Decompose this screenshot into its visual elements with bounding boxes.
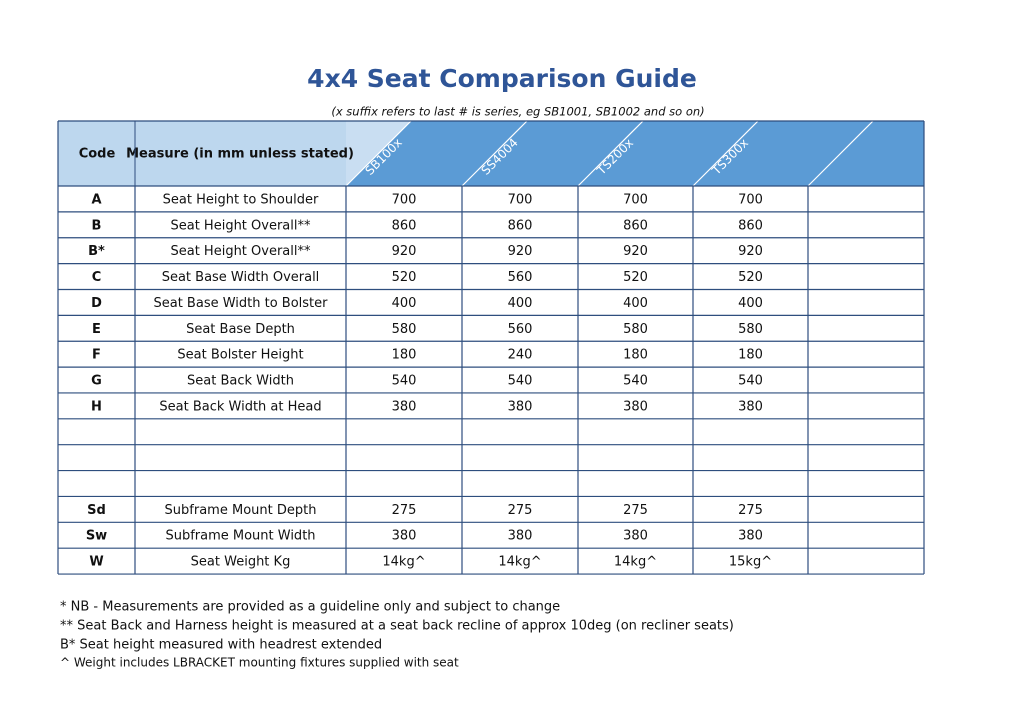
cell: 520 — [738, 270, 763, 285]
cell: 14kg^ — [382, 555, 425, 570]
row-code: B — [92, 218, 102, 233]
row-code: Sd — [87, 503, 106, 518]
row-code: C — [92, 270, 102, 285]
cell: 920 — [508, 244, 533, 259]
cell: 380 — [738, 399, 763, 414]
row-code: A — [91, 192, 101, 207]
cell: Seat Back Width — [187, 374, 294, 389]
cell: Subframe Mount Width — [165, 529, 315, 544]
row-code: Sw — [86, 529, 107, 544]
cell: Seat Base Width to Bolster — [153, 296, 328, 311]
header-diagonal — [345, 120, 412, 187]
cell: Seat Base Depth — [186, 322, 295, 337]
header-bg — [58, 121, 346, 186]
cell: 920 — [392, 244, 417, 259]
cell: 380 — [508, 529, 533, 544]
row-code: F — [92, 348, 101, 363]
title: 4x4 Seat Comparison Guide — [307, 64, 697, 93]
cell: 700 — [508, 192, 533, 207]
table — [58, 121, 924, 186]
row-code: D — [91, 296, 102, 311]
cell: 700 — [738, 192, 763, 207]
cell: 520 — [623, 270, 648, 285]
header-diagonal — [807, 120, 874, 187]
cell: 180 — [738, 348, 763, 363]
cell: 520 — [392, 270, 417, 285]
column-header: Code — [79, 147, 116, 162]
row-code: W — [89, 555, 103, 570]
cell: 380 — [392, 399, 417, 414]
cell: 580 — [623, 322, 648, 337]
cell: 400 — [623, 296, 648, 311]
row-code: G — [91, 374, 102, 389]
header-diagonal — [461, 120, 528, 187]
cell: 560 — [508, 270, 533, 285]
cell: Seat Weight Kg — [191, 555, 291, 570]
cell: 860 — [392, 218, 417, 233]
cell: 920 — [623, 244, 648, 259]
cell: Seat Height Overall** — [170, 218, 311, 233]
footnote: B* Seat height measured with headrest ex… — [60, 638, 382, 653]
cell: 400 — [392, 296, 417, 311]
cell: Subframe Mount Depth — [165, 503, 317, 518]
cell: 275 — [623, 503, 648, 518]
cell: 560 — [508, 322, 533, 337]
cell: Seat Height to Shoulder — [163, 192, 319, 207]
cell: 860 — [623, 218, 648, 233]
cell: 400 — [738, 296, 763, 311]
cell: Seat Base Width Overall — [162, 270, 320, 285]
footnote: * NB - Measurements are provided as a gu… — [60, 600, 560, 615]
cell: Seat Height Overall** — [170, 244, 311, 259]
cell: 275 — [508, 503, 533, 518]
cell: 180 — [623, 348, 648, 363]
footnote: ^ Weight includes LBRACKET mounting fixt… — [60, 656, 459, 670]
column-header: Measure (in mm unless stated) — [126, 147, 354, 162]
cell: 580 — [738, 322, 763, 337]
cell: 275 — [738, 503, 763, 518]
cell: 14kg^ — [614, 555, 657, 570]
header-diagonal — [692, 120, 759, 187]
subtitle: (x suffix refers to last # is series, eg… — [331, 105, 704, 119]
cell: 380 — [738, 529, 763, 544]
cell: 380 — [623, 399, 648, 414]
cell: Seat Bolster Height — [177, 348, 303, 363]
cell: 540 — [623, 374, 648, 389]
cell: 380 — [392, 529, 417, 544]
cell: 540 — [508, 374, 533, 389]
cell: 860 — [738, 218, 763, 233]
cell: 380 — [508, 399, 533, 414]
cell: 580 — [392, 322, 417, 337]
cell: 700 — [392, 192, 417, 207]
cell: 860 — [508, 218, 533, 233]
cell: 540 — [392, 374, 417, 389]
cell: 275 — [392, 503, 417, 518]
header-diagonal — [577, 120, 644, 187]
cell: 540 — [738, 374, 763, 389]
row-code: E — [92, 322, 101, 337]
cell: Seat Back Width at Head — [159, 399, 321, 414]
cell: 15kg^ — [729, 555, 772, 570]
cell: 400 — [508, 296, 533, 311]
footnote: ** Seat Back and Harness height is measu… — [60, 619, 734, 634]
cell: 240 — [508, 348, 533, 363]
header-diagonal-bg — [346, 121, 924, 186]
cell: 380 — [623, 529, 648, 544]
row-code: B* — [88, 244, 105, 259]
row-code: H — [91, 399, 102, 414]
cell: 180 — [392, 348, 417, 363]
cell: 14kg^ — [498, 555, 541, 570]
cell: 700 — [623, 192, 648, 207]
cell: 920 — [738, 244, 763, 259]
